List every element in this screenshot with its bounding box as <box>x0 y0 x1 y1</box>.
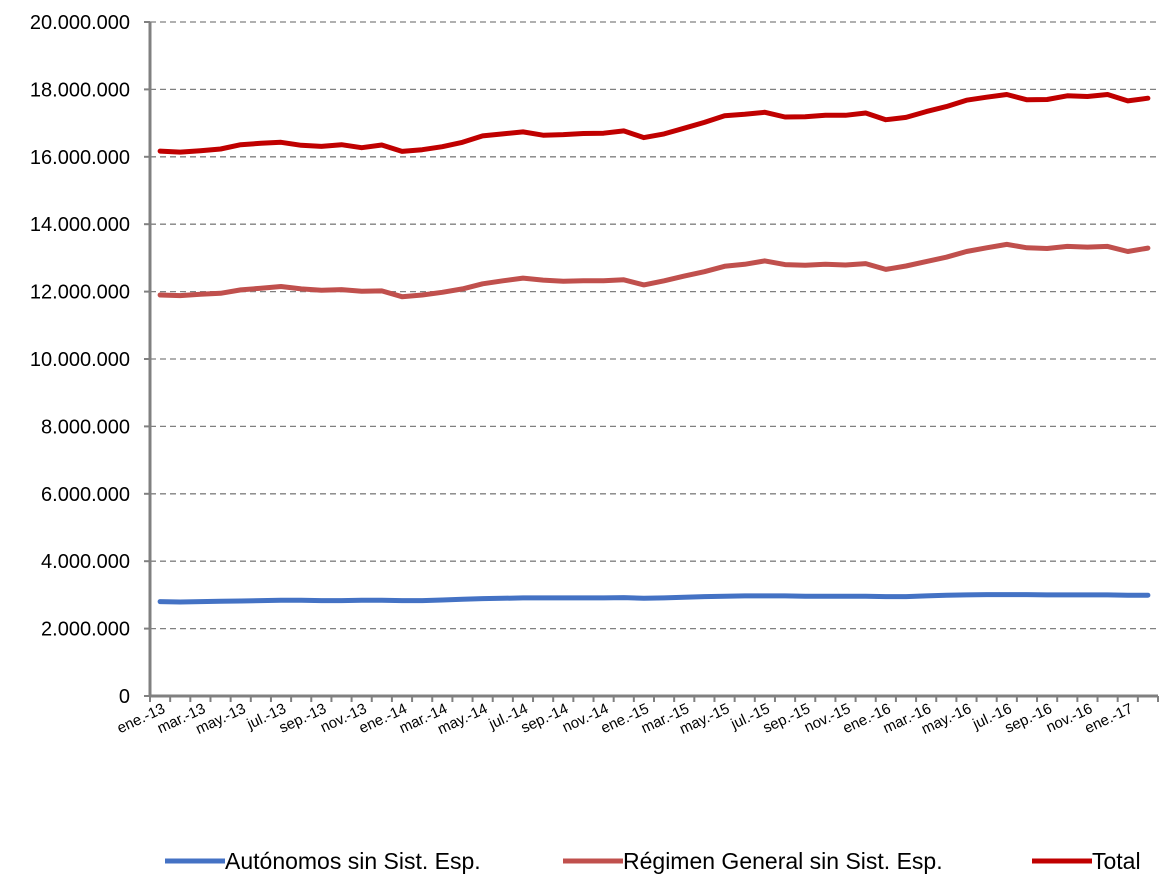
y-tick-label: 20.000.000 <box>30 12 130 34</box>
x-axis-ticks: ene.-13mar.-13may.-13jul.-13sep.-13nov.-… <box>114 696 1159 738</box>
y-tick-label: 14.000.000 <box>30 214 130 236</box>
series-line-1 <box>157 241 1151 300</box>
legend-label: Autónomos sin Sist. Esp. <box>225 848 481 874</box>
legend-label: Total <box>1092 848 1141 874</box>
legend: Autónomos sin Sist. Esp. Régimen General … <box>165 848 1141 874</box>
y-tick-label: 0 <box>119 686 130 708</box>
series-line-0 <box>157 592 1151 605</box>
gridlines <box>150 21 1158 630</box>
y-axis-ticks: 0 2.000.000 4.000.000 6.000.000 8.000.000 10.… <box>30 12 150 708</box>
y-tick-label: 12.000.000 <box>30 282 130 304</box>
series-lines <box>157 92 1151 605</box>
y-tick-label: 8.000.000 <box>41 416 130 438</box>
y-tick-label: 16.000.000 <box>30 147 130 169</box>
y-tick-label: 4.000.000 <box>41 551 130 573</box>
y-tick-label: 2.000.000 <box>41 619 130 641</box>
series-line-2 <box>157 92 1151 155</box>
y-tick-label: 10.000.000 <box>30 349 130 371</box>
y-tick-label: 6.000.000 <box>41 484 130 506</box>
legend-label: Régimen General sin Sist. Esp. <box>623 848 943 874</box>
y-tick-label: 18.000.000 <box>30 79 130 101</box>
